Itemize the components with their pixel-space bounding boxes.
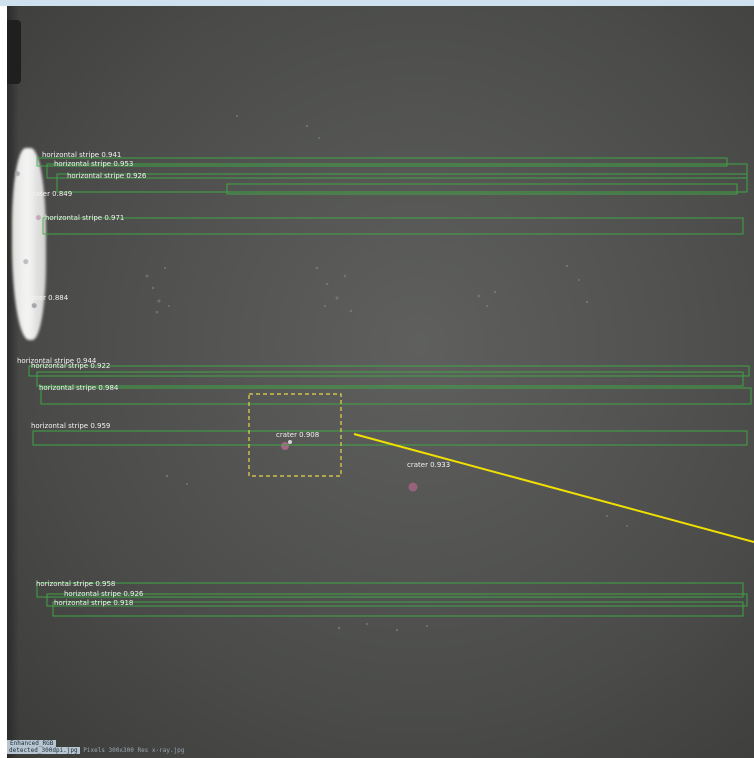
detection-label: horizontal stripe 0.922 xyxy=(31,362,110,370)
detection-box xyxy=(36,582,744,598)
detection-labels: horizontal stripe 0.941 horizontal strip… xyxy=(17,151,450,607)
image-caption: Enhanced_RGB detected_300dpi.jpg Pixels … xyxy=(7,740,287,758)
detection-box xyxy=(42,217,744,235)
top-border xyxy=(0,0,754,6)
detection-label: crater 0.908 xyxy=(276,431,319,439)
caption-line-1: Enhanced_RGB xyxy=(7,740,57,747)
detection-label: horizontal stripe 0.971 xyxy=(45,214,124,222)
caption-line-2: detected_300dpi.jpg Pixels 300x300 Res x… xyxy=(7,747,287,754)
crater-mark xyxy=(408,482,418,492)
detection-label: crater 0.849 xyxy=(29,190,72,198)
detection-label: horizontal stripe 0.984 xyxy=(39,384,119,392)
wafer-image: horizontal stripe 0.941 horizontal strip… xyxy=(7,6,754,758)
detection-box xyxy=(46,163,748,179)
callout-line xyxy=(353,433,754,543)
scar-speckle xyxy=(9,156,51,332)
detection-label: horizontal stripe 0.959 xyxy=(31,422,110,430)
surface-dust xyxy=(145,114,628,632)
detection-box xyxy=(28,365,750,377)
detection-box xyxy=(56,173,748,193)
detection-box xyxy=(226,183,738,195)
detection-label: horizontal stripe 0.918 xyxy=(54,599,133,607)
caption-details: Pixels 300x300 Res x-ray.jpg xyxy=(83,747,185,754)
edge-notch xyxy=(7,20,21,84)
detection-label: horizontal stripe 0.953 xyxy=(54,160,133,168)
detection-box xyxy=(52,601,744,617)
detection-label: horizontal stripe 0.926 xyxy=(64,590,144,598)
detection-label: crater 0.933 xyxy=(407,461,450,469)
highlight-box xyxy=(248,393,342,477)
crater-marks xyxy=(281,440,418,492)
detection-box xyxy=(40,387,752,405)
caption-filename: detected_300dpi.jpg xyxy=(7,747,80,754)
detection-label: horizontal stripe 0.926 xyxy=(67,172,147,180)
detection-box xyxy=(36,157,728,167)
detection-label: horizontal stripe 0.941 xyxy=(42,151,121,159)
detection-box xyxy=(46,593,748,607)
detection-label: crater 0.884 xyxy=(25,294,69,302)
detection-box xyxy=(32,430,748,446)
detection-boxes xyxy=(28,157,752,617)
crater-mark xyxy=(288,440,292,444)
crater-mark xyxy=(281,442,289,450)
detection-label: horizontal stripe 0.944 xyxy=(17,357,97,365)
detection-label: horizontal stripe 0.958 xyxy=(36,580,115,588)
detection-box xyxy=(36,371,744,387)
detection-overlay: horizontal stripe 0.941 horizontal strip… xyxy=(17,114,754,632)
